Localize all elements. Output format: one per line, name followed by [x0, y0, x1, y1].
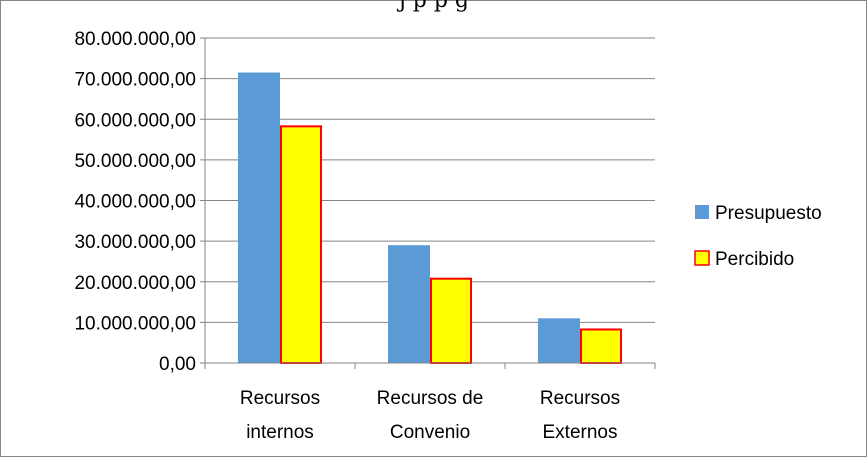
x-category-label: Recursos de [377, 388, 484, 409]
bars [238, 72, 622, 364]
y-tick-label: 40.000.000,00 [74, 192, 196, 213]
bar-percibido-2 [580, 328, 622, 364]
y-tick-label: 50.000.000,00 [74, 151, 196, 172]
y-axis: 0,00 10.000.000,00 20.000.000,00 30.000.000… [74, 29, 206, 375]
x-category-label: Recursos [540, 388, 620, 409]
y-tick-label: 10.000.000,00 [74, 313, 196, 334]
y-tick-label: 70.000.000,00 [74, 70, 196, 91]
bar-presupuesto-0 [238, 72, 280, 363]
bar-percibido-1 [430, 277, 472, 364]
x-category-label: Externos [543, 422, 618, 443]
legend-label-percibido: Percibido [715, 249, 794, 270]
legend-label-presupuesto: Presupuesto [715, 203, 822, 224]
legend-swatch-percibido [694, 250, 710, 266]
legend: Presupuesto Percibido [694, 203, 822, 270]
bar-percibido-0 [280, 125, 322, 364]
x-axis: Recursos internos Recursos de Convenio Recur… [204, 362, 656, 443]
bar-presupuesto-2 [538, 318, 580, 363]
y-tick-label: 80.000.000,00 [74, 29, 196, 50]
y-tick-label: 20.000.000,00 [74, 273, 196, 294]
y-tick-label: 30.000.000,00 [74, 232, 196, 253]
bar-presupuesto-1 [388, 245, 430, 363]
chart-title-fragment: j p p g [0, 0, 868, 12]
y-tick-label: 60.000.000,00 [74, 110, 196, 131]
x-category-label: Recursos [240, 388, 320, 409]
y-tick-label: 0,00 [159, 354, 196, 375]
legend-swatch-presupuesto [695, 205, 709, 219]
x-category-label: internos [246, 422, 314, 443]
x-category-label: Convenio [390, 422, 470, 443]
